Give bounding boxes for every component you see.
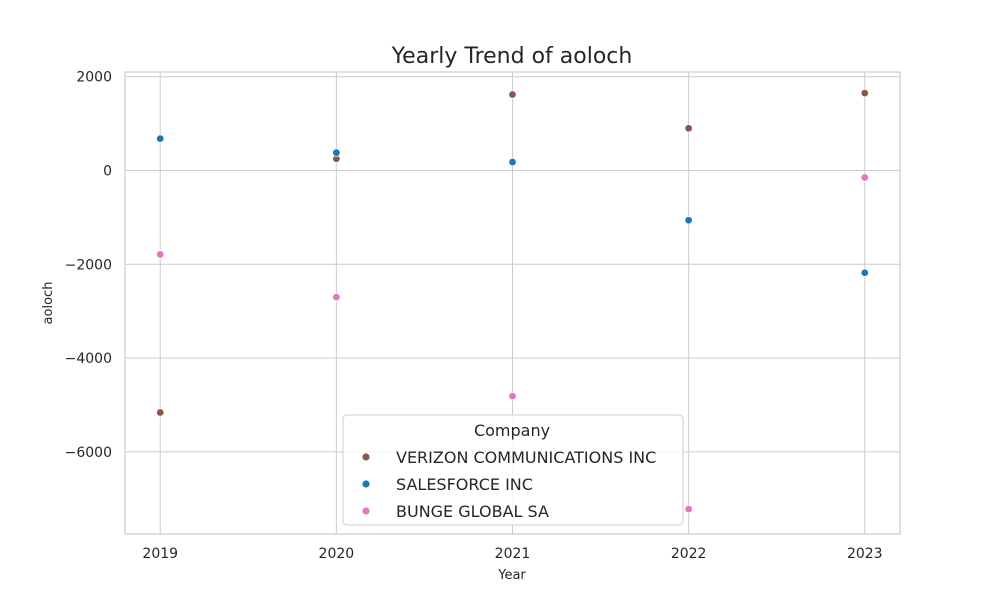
data-point — [156, 250, 165, 259]
data-point — [860, 173, 869, 182]
chart-title: Yearly Trend of aoloch — [391, 44, 633, 69]
legend-marker — [361, 452, 371, 462]
y-tick-labels: 2000 0 −2000 −4000 −6000 — [65, 70, 112, 461]
legend-marker — [361, 479, 371, 489]
legend-marker — [361, 506, 371, 516]
x-tick-label: 2021 — [495, 546, 531, 562]
data-point — [332, 292, 341, 302]
legend-label: VERIZON COMMUNICATIONS INC — [396, 448, 656, 467]
data-point — [860, 268, 869, 277]
data-point — [332, 148, 341, 157]
x-tick-label: 2022 — [671, 546, 707, 562]
legend-title: Company — [474, 421, 550, 440]
y-tick-label: 2000 — [76, 70, 112, 86]
legend-label: SALESFORCE INC — [396, 475, 533, 494]
data-point — [508, 157, 517, 167]
y-tick-label: −6000 — [65, 445, 112, 461]
y-tick-label: −2000 — [65, 257, 112, 273]
data-point — [860, 88, 869, 98]
y-axis-label: aoloch — [41, 282, 56, 325]
plot-frame — [124, 71, 901, 535]
data-point — [156, 408, 165, 417]
legend-box — [342, 414, 684, 526]
data-points — [156, 88, 869, 514]
legend-label: BUNGE GLOBAL SA — [396, 502, 549, 521]
data-point — [684, 124, 693, 133]
data-point — [508, 90, 517, 99]
x-tick-label: 2023 — [847, 546, 883, 562]
x-tick-labels: 2019 2020 2021 2022 2023 — [142, 546, 882, 562]
y-tick-label: −4000 — [65, 351, 112, 367]
x-tick-label: 2020 — [319, 546, 355, 562]
legend-entries: VERIZON COMMUNICATIONS INC SALESFORCE INC… — [361, 448, 656, 521]
y-tick-label: 0 — [103, 163, 112, 179]
data-point — [684, 216, 693, 225]
data-point — [684, 504, 693, 514]
legend: Company VERIZON COMMUNICATIONS INC SALESF… — [342, 414, 684, 526]
data-point — [508, 391, 517, 401]
x-axis-label: Year — [497, 568, 526, 583]
x-tick-label: 2019 — [142, 546, 178, 562]
data-point — [156, 134, 165, 143]
